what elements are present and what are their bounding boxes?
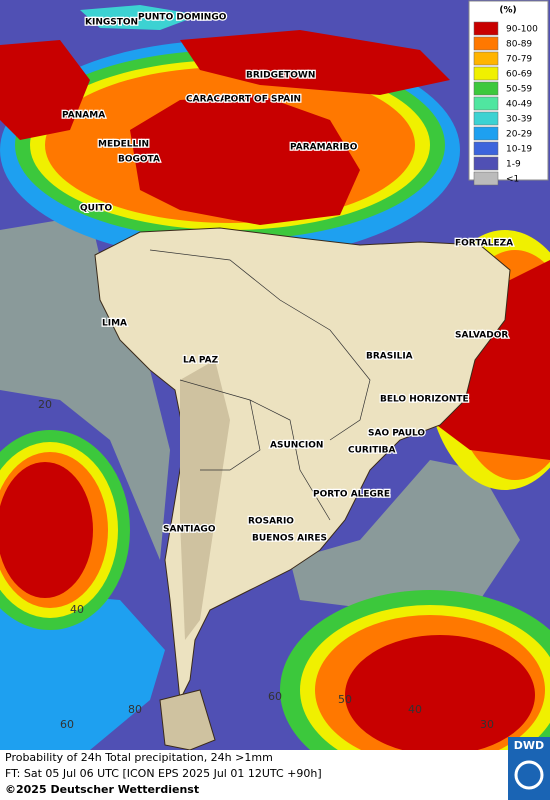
lon-label: 80 (128, 703, 142, 716)
grid-labels: 20 40 60 80 60 50 40 30 (38, 398, 494, 731)
precip-north (0, 5, 460, 260)
legend-swatch (473, 156, 499, 171)
city-labels: KINGSTON PUNTO DOMINGO BRIDGETOWN CARACA… (61, 11, 515, 545)
legend-label: 20-29 (506, 130, 532, 140)
city-label: FORTALEZA (455, 239, 513, 249)
lat-label: 60 (60, 718, 74, 731)
city-label: ASUNCION (270, 441, 323, 451)
city-label: CURITIBA (348, 446, 396, 456)
legend-swatch (473, 51, 499, 66)
lat-label: 40 (70, 603, 84, 616)
dry-sea (290, 460, 520, 610)
precip-southwest (0, 430, 130, 630)
footer-line: FT: Sat 05 Jul 06 UTC [ICON EPS 2025 Jul… (5, 767, 322, 780)
precip-east (425, 230, 550, 490)
legend-label: 40-49 (506, 100, 532, 110)
legend-label: <1 (506, 175, 519, 185)
city-label: PANAMA (62, 111, 105, 121)
city-label: CARACAS (186, 95, 234, 105)
legend: (%) 90-100 80-89 70-79 60-69 50-59 40-49 30-39… (468, 0, 549, 186)
legend-swatch (473, 81, 499, 96)
city-label: BELO HORIZONTE (380, 395, 469, 405)
dry-sea (0, 215, 170, 560)
city-label: MEDELLIN (98, 140, 149, 150)
lon-label: 30 (480, 718, 494, 731)
city-label: PORT OF SPAIN (224, 95, 301, 105)
lat-label: 20 (38, 398, 52, 411)
lon-label: 60 (268, 690, 282, 703)
lon-label: 40 (408, 703, 422, 716)
city-label: SALVADOR (455, 331, 508, 341)
andes-relief (180, 360, 230, 640)
city-label: BUENOS AIRES (252, 534, 327, 544)
city-label: LIMA (102, 319, 127, 329)
legend-swatch (473, 171, 499, 186)
legend-label: 80-89 (506, 40, 532, 50)
legend-swatch (473, 126, 499, 141)
city-label: ROSARIO (248, 517, 294, 527)
city-label: SANTIAGO (163, 525, 216, 535)
footer-box (0, 750, 550, 800)
city-label: LA PAZ (183, 356, 219, 366)
legend-swatch (473, 96, 499, 111)
legend-label: 60-69 (506, 70, 532, 80)
legend-label: 50-59 (506, 85, 532, 95)
dwd-logo-icon (514, 760, 544, 790)
legend-title: (%) (499, 6, 516, 16)
lon-label: 50 (338, 693, 352, 706)
precip-southeast (280, 590, 550, 790)
legend-swatch (473, 141, 499, 156)
footer-copyright: ©2025 Deutscher Wetterdienst (5, 783, 199, 796)
borders (149, 249, 371, 521)
legend-label: 70-79 (506, 55, 532, 65)
city-label: QUITO (80, 204, 112, 214)
legend-label: 30-39 (506, 115, 532, 125)
legend-label: 1-9 (506, 160, 521, 170)
precip-zone (0, 590, 165, 750)
footer-line: Probability of 24h Total precipitation, … (5, 751, 273, 764)
legend-swatch (473, 111, 499, 126)
legend-swatch (473, 66, 499, 81)
city-label: BOGOTA (118, 155, 160, 165)
city-label: BRIDGETOWN (246, 71, 315, 81)
city-label: PARAMARIBO (290, 143, 358, 153)
city-label: SAO PAULO (368, 429, 425, 439)
city-label: PUNTO DOMINGO (138, 13, 227, 23)
legend-swatch (473, 36, 499, 51)
patagonia-land (159, 689, 216, 751)
city-label: BRASILIA (366, 352, 413, 362)
legend-swatch (473, 21, 499, 36)
legend-label: 10-19 (506, 145, 532, 155)
legend-label: 90-100 (506, 25, 538, 35)
city-label: PORTO ALEGRE (313, 490, 390, 500)
dwd-logo-text: DWD (514, 739, 544, 752)
city-label: KINGSTON (85, 18, 138, 28)
